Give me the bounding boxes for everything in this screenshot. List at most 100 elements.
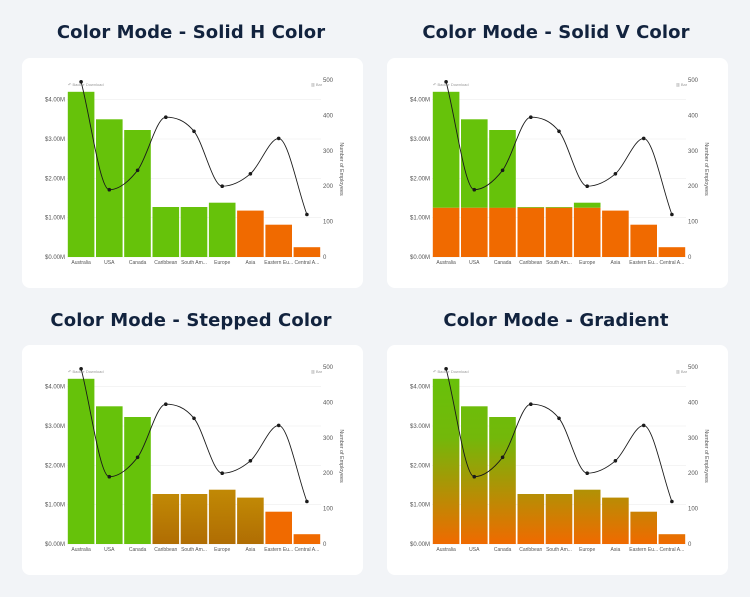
line-point[interactable] bbox=[164, 115, 168, 119]
line-point[interactable] bbox=[220, 184, 224, 188]
bar[interactable] bbox=[630, 224, 657, 257]
x-tick-label: Caribbean bbox=[519, 260, 542, 266]
y-right-tick-label: 100 bbox=[323, 220, 334, 226]
line-point[interactable] bbox=[613, 172, 618, 176]
line-point[interactable] bbox=[192, 129, 196, 134]
line-point[interactable] bbox=[305, 212, 309, 217]
line-point[interactable] bbox=[79, 367, 83, 371]
bar[interactable] bbox=[658, 534, 686, 544]
bar-rect-upper bbox=[545, 207, 573, 208]
x-tick-label: Central A... bbox=[660, 260, 685, 266]
legend-item[interactable]: ▥ Bar bbox=[676, 369, 688, 374]
bar[interactable] bbox=[67, 91, 95, 257]
bar[interactable] bbox=[180, 207, 208, 257]
line-point[interactable] bbox=[276, 423, 281, 428]
bar[interactable] bbox=[573, 202, 601, 257]
legend-item[interactable]: ▥ Bar bbox=[311, 82, 323, 87]
chart-svg: ↶ Back ⌕ Download ▥ Bar $0.00M $1.00M $2.00M… bbox=[410, 365, 709, 553]
bar[interactable] bbox=[124, 130, 151, 257]
x-tick-label: Caribbean bbox=[154, 260, 177, 266]
bar-rect bbox=[545, 494, 573, 544]
bar-rect bbox=[152, 207, 180, 257]
bar[interactable] bbox=[517, 494, 545, 544]
bar[interactable] bbox=[208, 202, 236, 257]
line-point[interactable] bbox=[670, 499, 674, 504]
bar-rect-lower bbox=[573, 207, 601, 257]
line-point[interactable] bbox=[135, 168, 140, 173]
panel-title-gradient: Color Mode - Gradient bbox=[443, 310, 669, 331]
line-point[interactable] bbox=[107, 474, 112, 479]
line-point[interactable] bbox=[472, 187, 477, 192]
bar[interactable] bbox=[124, 417, 151, 544]
bar[interactable] bbox=[602, 497, 629, 544]
y-right-tick-label: 400 bbox=[323, 400, 334, 406]
line-point[interactable] bbox=[585, 184, 589, 188]
bar[interactable] bbox=[293, 247, 321, 257]
bar[interactable] bbox=[432, 378, 460, 544]
y-right-tick-label: 200 bbox=[688, 471, 699, 477]
bar[interactable] bbox=[152, 207, 180, 257]
legend-item[interactable]: ▥ Bar bbox=[311, 369, 323, 374]
y-left-tick-label: $1.00M bbox=[410, 216, 430, 222]
x-tick-label: Australia bbox=[436, 260, 456, 266]
bar[interactable] bbox=[545, 207, 573, 257]
line-point[interactable] bbox=[305, 499, 309, 504]
line-point[interactable] bbox=[276, 136, 281, 141]
line-point[interactable] bbox=[500, 168, 505, 173]
line-point[interactable] bbox=[444, 80, 448, 84]
line-point[interactable] bbox=[641, 136, 646, 141]
toolbar-back-download[interactable]: ↶ Back ⌕ Download bbox=[433, 369, 469, 374]
bar[interactable] bbox=[180, 494, 208, 544]
line-point[interactable] bbox=[248, 459, 253, 463]
x-tick-label: Eastern Eu... bbox=[629, 547, 658, 553]
bar[interactable] bbox=[265, 224, 292, 257]
line-point[interactable] bbox=[79, 80, 83, 84]
line-point[interactable] bbox=[444, 367, 448, 371]
x-tick-label: Canada bbox=[129, 547, 147, 553]
line-point[interactable] bbox=[529, 115, 533, 119]
line-point[interactable] bbox=[500, 455, 505, 460]
line-point[interactable] bbox=[472, 474, 477, 479]
bar[interactable] bbox=[265, 511, 292, 544]
line-point[interactable] bbox=[164, 402, 168, 406]
bar[interactable] bbox=[152, 494, 180, 544]
bar-rect bbox=[67, 91, 95, 257]
line-point[interactable] bbox=[557, 129, 561, 134]
line-point[interactable] bbox=[220, 471, 224, 475]
line-point[interactable] bbox=[670, 212, 674, 217]
bar[interactable] bbox=[630, 511, 657, 544]
bar[interactable] bbox=[545, 494, 573, 544]
x-tick-label: South Am... bbox=[181, 260, 207, 266]
legend-item[interactable]: ▥ Bar bbox=[676, 82, 688, 87]
bar[interactable] bbox=[67, 378, 95, 544]
bar[interactable] bbox=[208, 489, 236, 544]
line-point[interactable] bbox=[107, 187, 112, 192]
toolbar-back-download[interactable]: ↶ Back ⌕ Download bbox=[68, 82, 104, 87]
line-point[interactable] bbox=[135, 455, 140, 460]
line-point[interactable] bbox=[192, 416, 196, 421]
panel-title-solid-v: Color Mode - Solid V Color bbox=[422, 22, 690, 43]
bar-rect-lower bbox=[461, 207, 488, 257]
bar[interactable] bbox=[432, 91, 460, 257]
y-left-tick-label: $3.00M bbox=[45, 424, 65, 430]
line-point[interactable] bbox=[529, 402, 533, 406]
bar[interactable] bbox=[293, 534, 321, 544]
line-point[interactable] bbox=[557, 416, 561, 421]
line-point[interactable] bbox=[641, 423, 646, 428]
toolbar-back-download[interactable]: ↶ Back ⌕ Download bbox=[433, 82, 469, 87]
bar[interactable] bbox=[658, 247, 686, 257]
line-point[interactable] bbox=[585, 471, 589, 475]
bar[interactable] bbox=[237, 210, 264, 257]
bar[interactable] bbox=[237, 497, 264, 544]
bar[interactable] bbox=[573, 489, 601, 544]
bar[interactable] bbox=[489, 417, 516, 544]
line-point[interactable] bbox=[613, 459, 618, 463]
bar[interactable] bbox=[602, 210, 629, 257]
bar[interactable] bbox=[489, 130, 516, 257]
bar-rect bbox=[602, 210, 629, 257]
toolbar-back-download[interactable]: ↶ Back ⌕ Download bbox=[68, 369, 104, 374]
line-point[interactable] bbox=[248, 172, 253, 176]
bar[interactable] bbox=[517, 207, 545, 257]
bar[interactable] bbox=[461, 119, 488, 257]
bar-rect-upper bbox=[573, 202, 601, 208]
